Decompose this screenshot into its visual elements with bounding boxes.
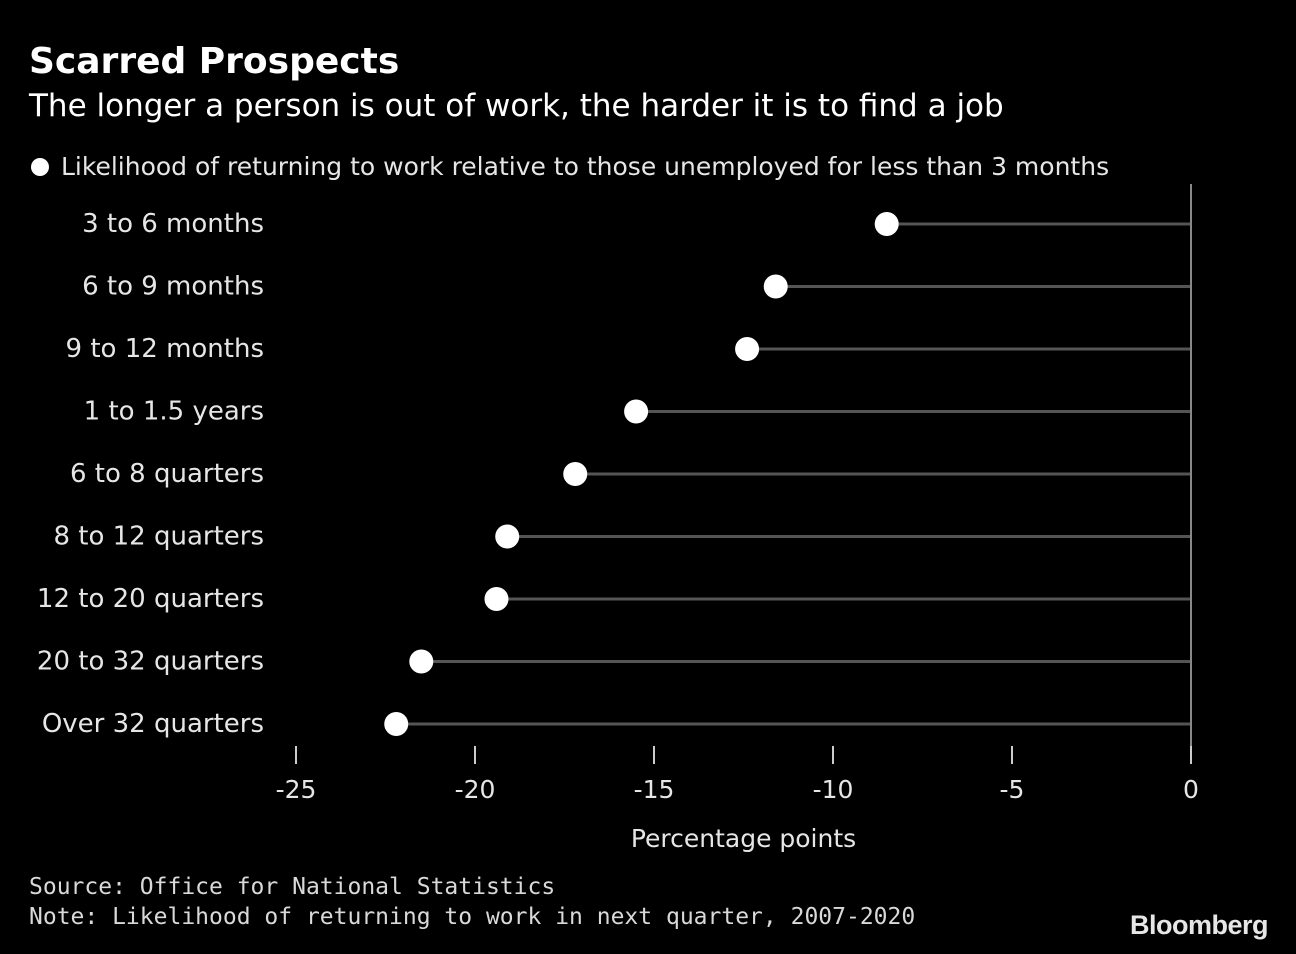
bloomberg-logo: Bloomberg — [1129, 910, 1269, 940]
data-point — [484, 587, 509, 611]
legend-dot-icon — [31, 158, 49, 176]
chart-subtitle: The longer a person is out of work, the … — [29, 88, 1004, 124]
stems-layer — [396, 222, 1191, 726]
category-label: 3 to 6 months — [82, 209, 264, 239]
dot-plot-chart: 3 to 6 months 6 to 9 months 9 to 12 months… — [37, 184, 1199, 853]
x-tick-label: 0 — [1183, 775, 1199, 804]
data-point — [409, 649, 434, 674]
x-tick-label: -25 — [276, 775, 317, 804]
legend: Likelihood of returning to work relative… — [31, 150, 1109, 184]
data-point — [763, 274, 788, 299]
category-label: 6 to 8 quarters — [70, 459, 264, 489]
x-tick-label: -5 — [1000, 775, 1025, 804]
data-point — [495, 524, 520, 549]
x-axis-ticks-layer: -25 -20 -15 -10 -5 0 — [276, 746, 1199, 804]
category-label: 1 to 1.5 years — [84, 397, 264, 427]
x-axis-title: Percentage points — [631, 824, 856, 853]
data-point — [624, 399, 649, 424]
category-label: 20 to 32 quarters — [37, 647, 264, 677]
x-tick-label: -10 — [813, 775, 854, 804]
footnote: Note: Likelihood of returning to work in… — [29, 904, 916, 930]
category-label: 8 to 12 quarters — [53, 522, 264, 552]
data-point — [874, 212, 899, 236]
category-label: 12 to 20 quarters — [37, 584, 264, 614]
data-point — [735, 337, 760, 361]
footer: Source: Office for National Statistics N… — [29, 872, 915, 932]
source-note: Source: Office for National Statistics — [29, 874, 556, 900]
x-tick-label: -15 — [634, 775, 675, 804]
category-label: Over 32 quarters — [42, 709, 264, 739]
x-tick-label: -20 — [455, 775, 496, 804]
category-label: 9 to 12 months — [66, 334, 264, 364]
category-labels-layer: 3 to 6 months 6 to 9 months 9 to 12 months… — [37, 209, 264, 739]
chart-title: Scarred Prospects — [29, 41, 400, 82]
category-label: 6 to 9 months — [82, 272, 264, 302]
data-point — [563, 462, 588, 486]
data-point — [384, 712, 409, 736]
legend-label: Likelihood of returning to work relative… — [61, 152, 1110, 181]
dots-layer — [384, 212, 899, 736]
